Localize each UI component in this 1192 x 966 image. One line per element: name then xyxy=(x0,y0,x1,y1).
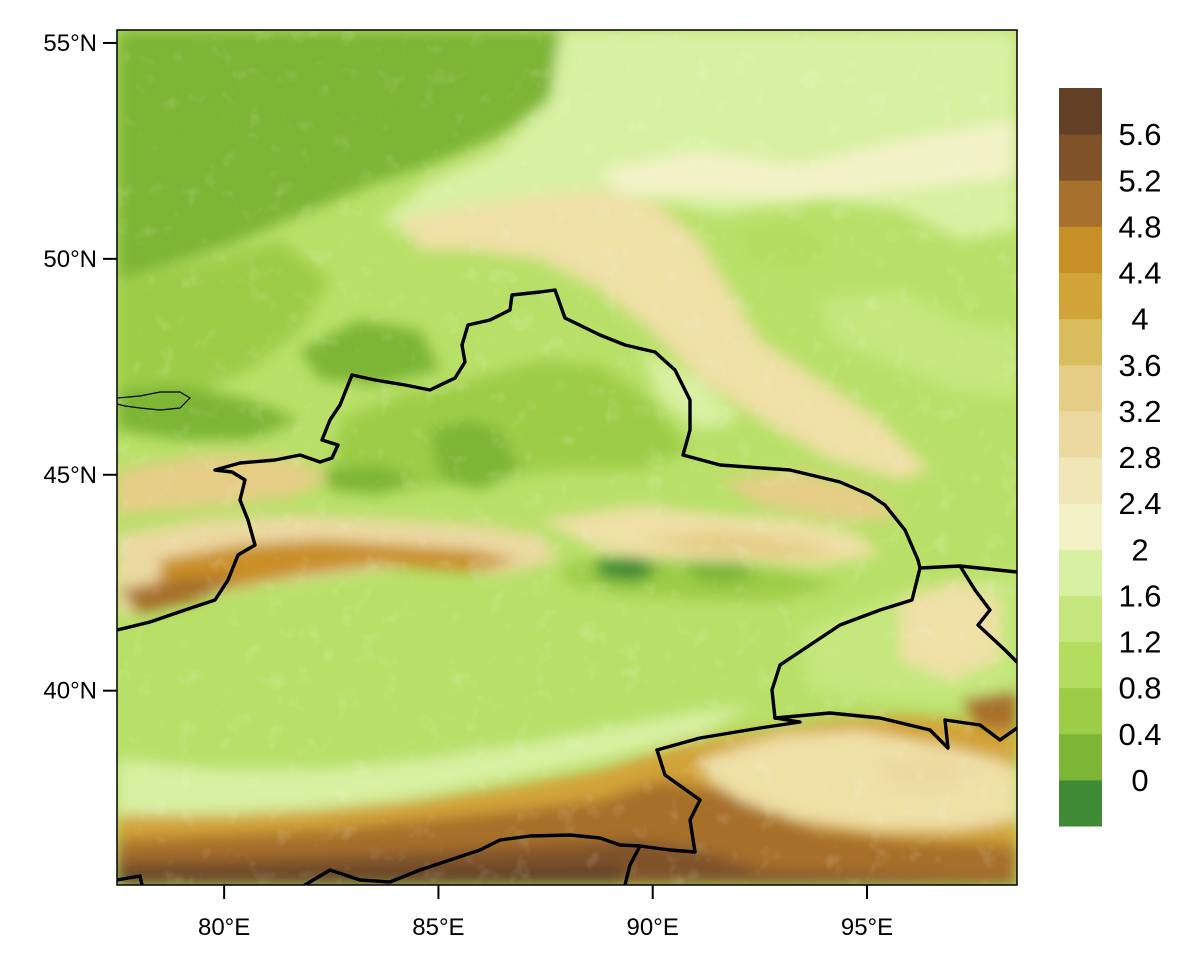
colorbar-label: 1.6 xyxy=(1118,578,1161,613)
y-tick-label: 40°N xyxy=(43,678,97,705)
colorbar-swatch xyxy=(1059,226,1102,273)
colorbar-label: 5.2 xyxy=(1118,163,1161,198)
colorbar-label: 4.4 xyxy=(1118,256,1161,291)
colorbar-swatch xyxy=(1059,272,1102,320)
colorbar-swatch xyxy=(1059,410,1102,458)
colorbar-swatch xyxy=(1059,180,1102,227)
colorbar-swatch xyxy=(1059,134,1102,181)
y-tick-label: 50°N xyxy=(43,246,97,273)
colorbar-swatch xyxy=(1059,687,1102,735)
y-tick-label: 45°N xyxy=(43,462,97,489)
colorbar: 5.6 5.2 4.8 4.4 4 3.6 3.2 2.8 2.4 2 1.6 1.2 0.8 0.4 0 xyxy=(1059,88,1162,827)
colorbar-label: 2.4 xyxy=(1118,486,1161,521)
x-tick-label: 90°E xyxy=(627,914,679,941)
lake-outline xyxy=(117,391,191,411)
y-tick-label: 55°N xyxy=(43,30,97,57)
colorbar-swatch xyxy=(1059,641,1102,689)
colorbar-label: 2.8 xyxy=(1118,440,1161,475)
elevation-field xyxy=(117,30,1017,885)
x-tick-label: 95°E xyxy=(841,914,893,941)
colorbar-label: 5.6 xyxy=(1118,117,1161,152)
colorbar-label: 0 xyxy=(1131,763,1148,798)
colorbar-label: 3.6 xyxy=(1118,348,1161,383)
colorbar-swatch xyxy=(1059,364,1102,412)
colorbar-label: 1.2 xyxy=(1118,625,1161,660)
colorbar-labels: 5.6 5.2 4.8 4.4 4 3.6 3.2 2.8 2.4 2 1.6 1.2 0.8 0.4 0 xyxy=(1118,117,1161,798)
map-panel: 80°E 85°E 90°E 95°E 55°N 50°N 45°N 40°N xyxy=(43,29,1018,941)
colorbar-swatch xyxy=(1059,595,1102,642)
colorbar-swatch xyxy=(1059,503,1102,550)
x-tick-label: 80°E xyxy=(198,914,250,941)
colorbar-swatch xyxy=(1059,88,1102,135)
country-borders xyxy=(117,288,1017,885)
colorbar-swatches xyxy=(1059,88,1102,827)
colorbar-label: 3.2 xyxy=(1118,394,1161,429)
colorbar-label: 0.4 xyxy=(1118,717,1161,752)
colorbar-swatch xyxy=(1059,549,1102,596)
colorbar-label: 4.8 xyxy=(1118,209,1161,244)
colorbar-swatch xyxy=(1059,457,1102,504)
colorbar-label: 2 xyxy=(1131,532,1148,567)
axis-ticks: 80°E 85°E 90°E 95°E 55°N 50°N 45°N 40°N xyxy=(43,30,893,941)
colorbar-label: 4 xyxy=(1131,302,1148,337)
colorbar-swatch xyxy=(1059,779,1102,827)
x-tick-label: 85°E xyxy=(412,914,464,941)
colorbar-swatch xyxy=(1059,733,1102,781)
colorbar-label: 0.8 xyxy=(1118,671,1161,706)
colorbar-swatch xyxy=(1059,318,1102,366)
map-frame xyxy=(116,29,1018,886)
